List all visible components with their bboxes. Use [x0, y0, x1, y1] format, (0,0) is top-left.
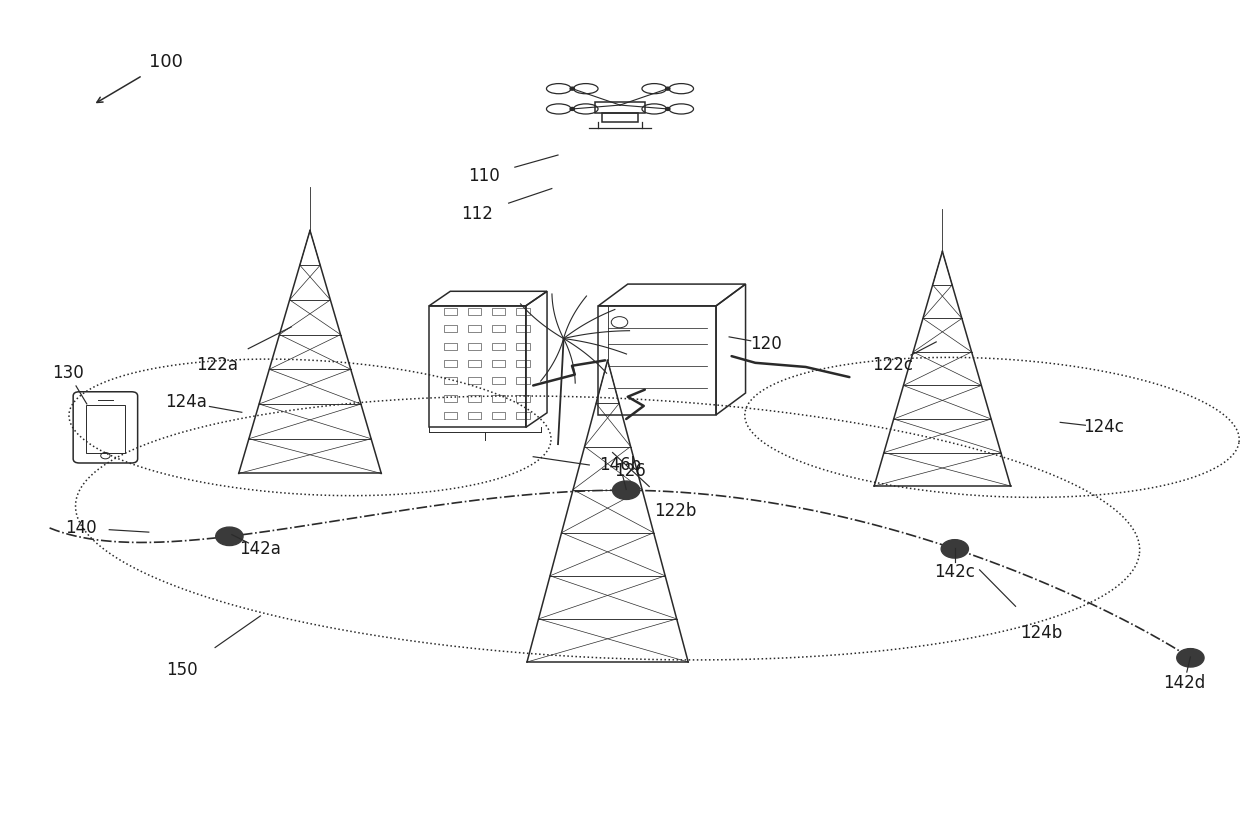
Text: 100: 100: [149, 54, 182, 71]
Circle shape: [666, 87, 670, 91]
Circle shape: [666, 107, 670, 111]
Text: 122c: 122c: [872, 355, 914, 374]
Text: 122b: 122b: [655, 502, 697, 520]
Text: 142a: 142a: [239, 540, 281, 558]
Circle shape: [1177, 649, 1204, 667]
Text: 112: 112: [461, 204, 494, 223]
Bar: [86, 405, 125, 453]
Circle shape: [570, 87, 574, 91]
Text: 142d: 142d: [1163, 674, 1205, 692]
Circle shape: [216, 527, 243, 546]
Text: 120: 120: [750, 334, 782, 353]
Text: 110: 110: [467, 167, 500, 185]
Circle shape: [570, 107, 574, 111]
Circle shape: [941, 540, 968, 558]
Text: 124c: 124c: [1084, 418, 1123, 437]
Text: 150: 150: [166, 661, 198, 680]
Text: 122a: 122a: [196, 355, 238, 374]
Bar: [601, 113, 639, 122]
Text: 126: 126: [614, 462, 646, 480]
Text: 142c: 142c: [935, 563, 975, 582]
Text: 124b: 124b: [1021, 623, 1063, 642]
Text: 146b: 146b: [599, 456, 641, 474]
Text: 130: 130: [52, 364, 84, 382]
Circle shape: [613, 481, 640, 499]
Bar: [595, 102, 645, 113]
Text: 140: 140: [64, 519, 97, 537]
Text: 124a: 124a: [165, 393, 207, 411]
